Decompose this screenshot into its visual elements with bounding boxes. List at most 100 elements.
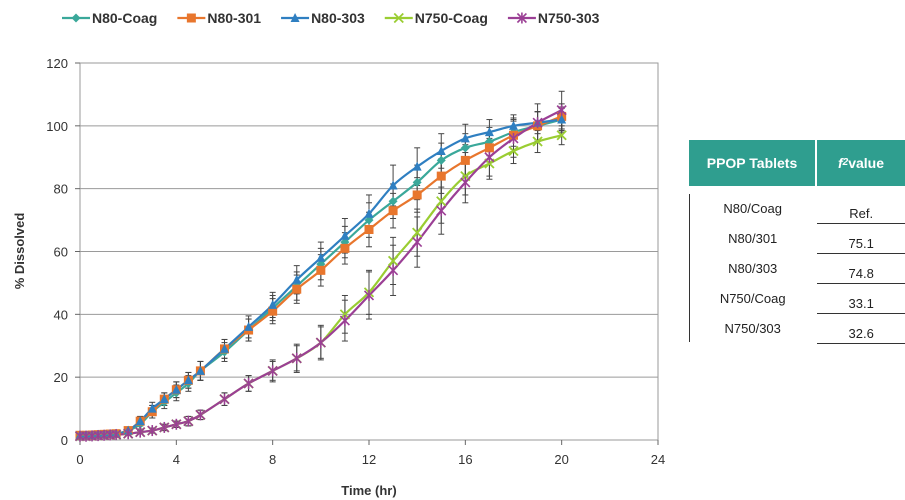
data-point — [147, 403, 157, 413]
data-point — [412, 236, 423, 248]
data-point — [292, 284, 302, 294]
legend: N80-Coag N80-301 N80-303 N750-Coag N750-303 — [62, 10, 600, 26]
legend-label: N80-301 — [207, 10, 261, 26]
data-point — [364, 215, 374, 225]
data-point — [183, 375, 193, 385]
table-row: N750/Coag 33.1 — [690, 284, 905, 314]
legend-label: N750-303 — [538, 10, 600, 26]
data-point — [147, 425, 158, 437]
data-point — [171, 384, 181, 394]
legend-item: N750-303 — [507, 10, 600, 26]
y-tick-label: 80 — [54, 182, 68, 197]
x-tick-label: 24 — [651, 452, 665, 467]
table-row: N80/Coag Ref. — [690, 194, 905, 224]
x-tick-label: 4 — [173, 452, 180, 467]
y-axis-title: % Dissolved — [12, 213, 27, 290]
data-point — [436, 196, 447, 207]
data-point — [159, 394, 169, 404]
data-point — [123, 428, 134, 440]
data-point — [387, 255, 399, 267]
table-cell-f2: 32.6 — [817, 326, 905, 344]
table-cell-f2: 74.8 — [817, 266, 905, 284]
data-point — [340, 230, 350, 240]
x-tick-label: 8 — [269, 452, 276, 467]
data-point — [484, 143, 494, 153]
data-point — [556, 104, 567, 116]
table-cell-tablet: N750/303 — [724, 321, 781, 336]
y-tick-label: 0 — [61, 433, 68, 448]
grid-lines — [80, 62, 658, 441]
data-point — [532, 117, 543, 129]
legend-label: N80-Coag — [92, 10, 157, 26]
data-point — [291, 352, 302, 364]
data-point — [171, 418, 182, 430]
legend-item: N80-303 — [281, 10, 365, 26]
data-point — [436, 205, 447, 217]
legend-marker — [516, 12, 527, 24]
data-point — [243, 377, 254, 389]
header-value-label: value — [848, 155, 885, 171]
data-point — [219, 393, 230, 405]
legend-item: N80-Coag — [62, 10, 157, 26]
series-markers — [74, 104, 567, 442]
header-tablets: PPOP Tablets — [689, 140, 815, 186]
data-point — [364, 208, 374, 218]
data-point — [460, 143, 470, 153]
data-point — [111, 429, 122, 441]
data-point — [436, 171, 446, 181]
tick-labels: 0 20 40 60 80 100 120 0 4 8 12 16 20 24 — [46, 56, 665, 467]
legend-label: N750-Coag — [415, 10, 488, 26]
table-row: N80/303 74.8 — [690, 254, 905, 284]
data-point — [436, 155, 446, 165]
data-point — [388, 264, 399, 276]
data-point — [220, 343, 229, 353]
data-point — [412, 177, 422, 187]
data-point — [316, 252, 326, 262]
data-point — [183, 415, 194, 427]
data-point — [388, 206, 398, 216]
data-point — [195, 409, 206, 421]
data-point — [340, 243, 350, 253]
data-point — [292, 274, 302, 284]
table-cell-tablet: N80/Coag — [723, 201, 782, 216]
data-point — [388, 196, 398, 206]
data-point — [509, 120, 518, 130]
data-point — [244, 321, 254, 331]
header-f-symbol: f — [837, 155, 843, 171]
table-cell-f2: 75.1 — [817, 236, 905, 254]
data-point — [556, 130, 567, 141]
legend-item: N750-Coag — [384, 10, 488, 26]
legend-marker — [393, 12, 404, 24]
data-point — [460, 176, 471, 188]
data-point — [412, 227, 423, 238]
data-point — [339, 315, 350, 327]
axes — [75, 62, 659, 445]
data-point — [412, 161, 422, 171]
data-point — [436, 145, 446, 155]
data-point — [557, 114, 567, 124]
data-point — [508, 132, 519, 144]
table-cell-tablet: N750/Coag — [719, 291, 786, 306]
table-cell-tablet: N80/303 — [728, 261, 778, 276]
data-point — [268, 299, 278, 309]
data-point — [135, 426, 146, 438]
legend-marker — [290, 13, 300, 22]
table-cell-f2: Ref. — [817, 206, 905, 224]
x-tick-label: 20 — [554, 452, 568, 467]
data-point — [484, 127, 494, 137]
data-point — [363, 289, 375, 301]
legend-marker — [71, 13, 81, 23]
y-tick-label: 60 — [54, 245, 68, 260]
header-f-subscript: 2 — [842, 157, 849, 168]
x-axis-title: Time (hr) — [341, 483, 396, 498]
y-tick-label: 40 — [54, 307, 68, 322]
y-tick-label: 20 — [54, 370, 68, 385]
x-tick-label: 16 — [458, 452, 472, 467]
table-row: N750/303 32.6 — [690, 314, 905, 344]
data-point — [460, 155, 470, 165]
data-point — [315, 337, 326, 349]
data-point — [267, 365, 278, 377]
